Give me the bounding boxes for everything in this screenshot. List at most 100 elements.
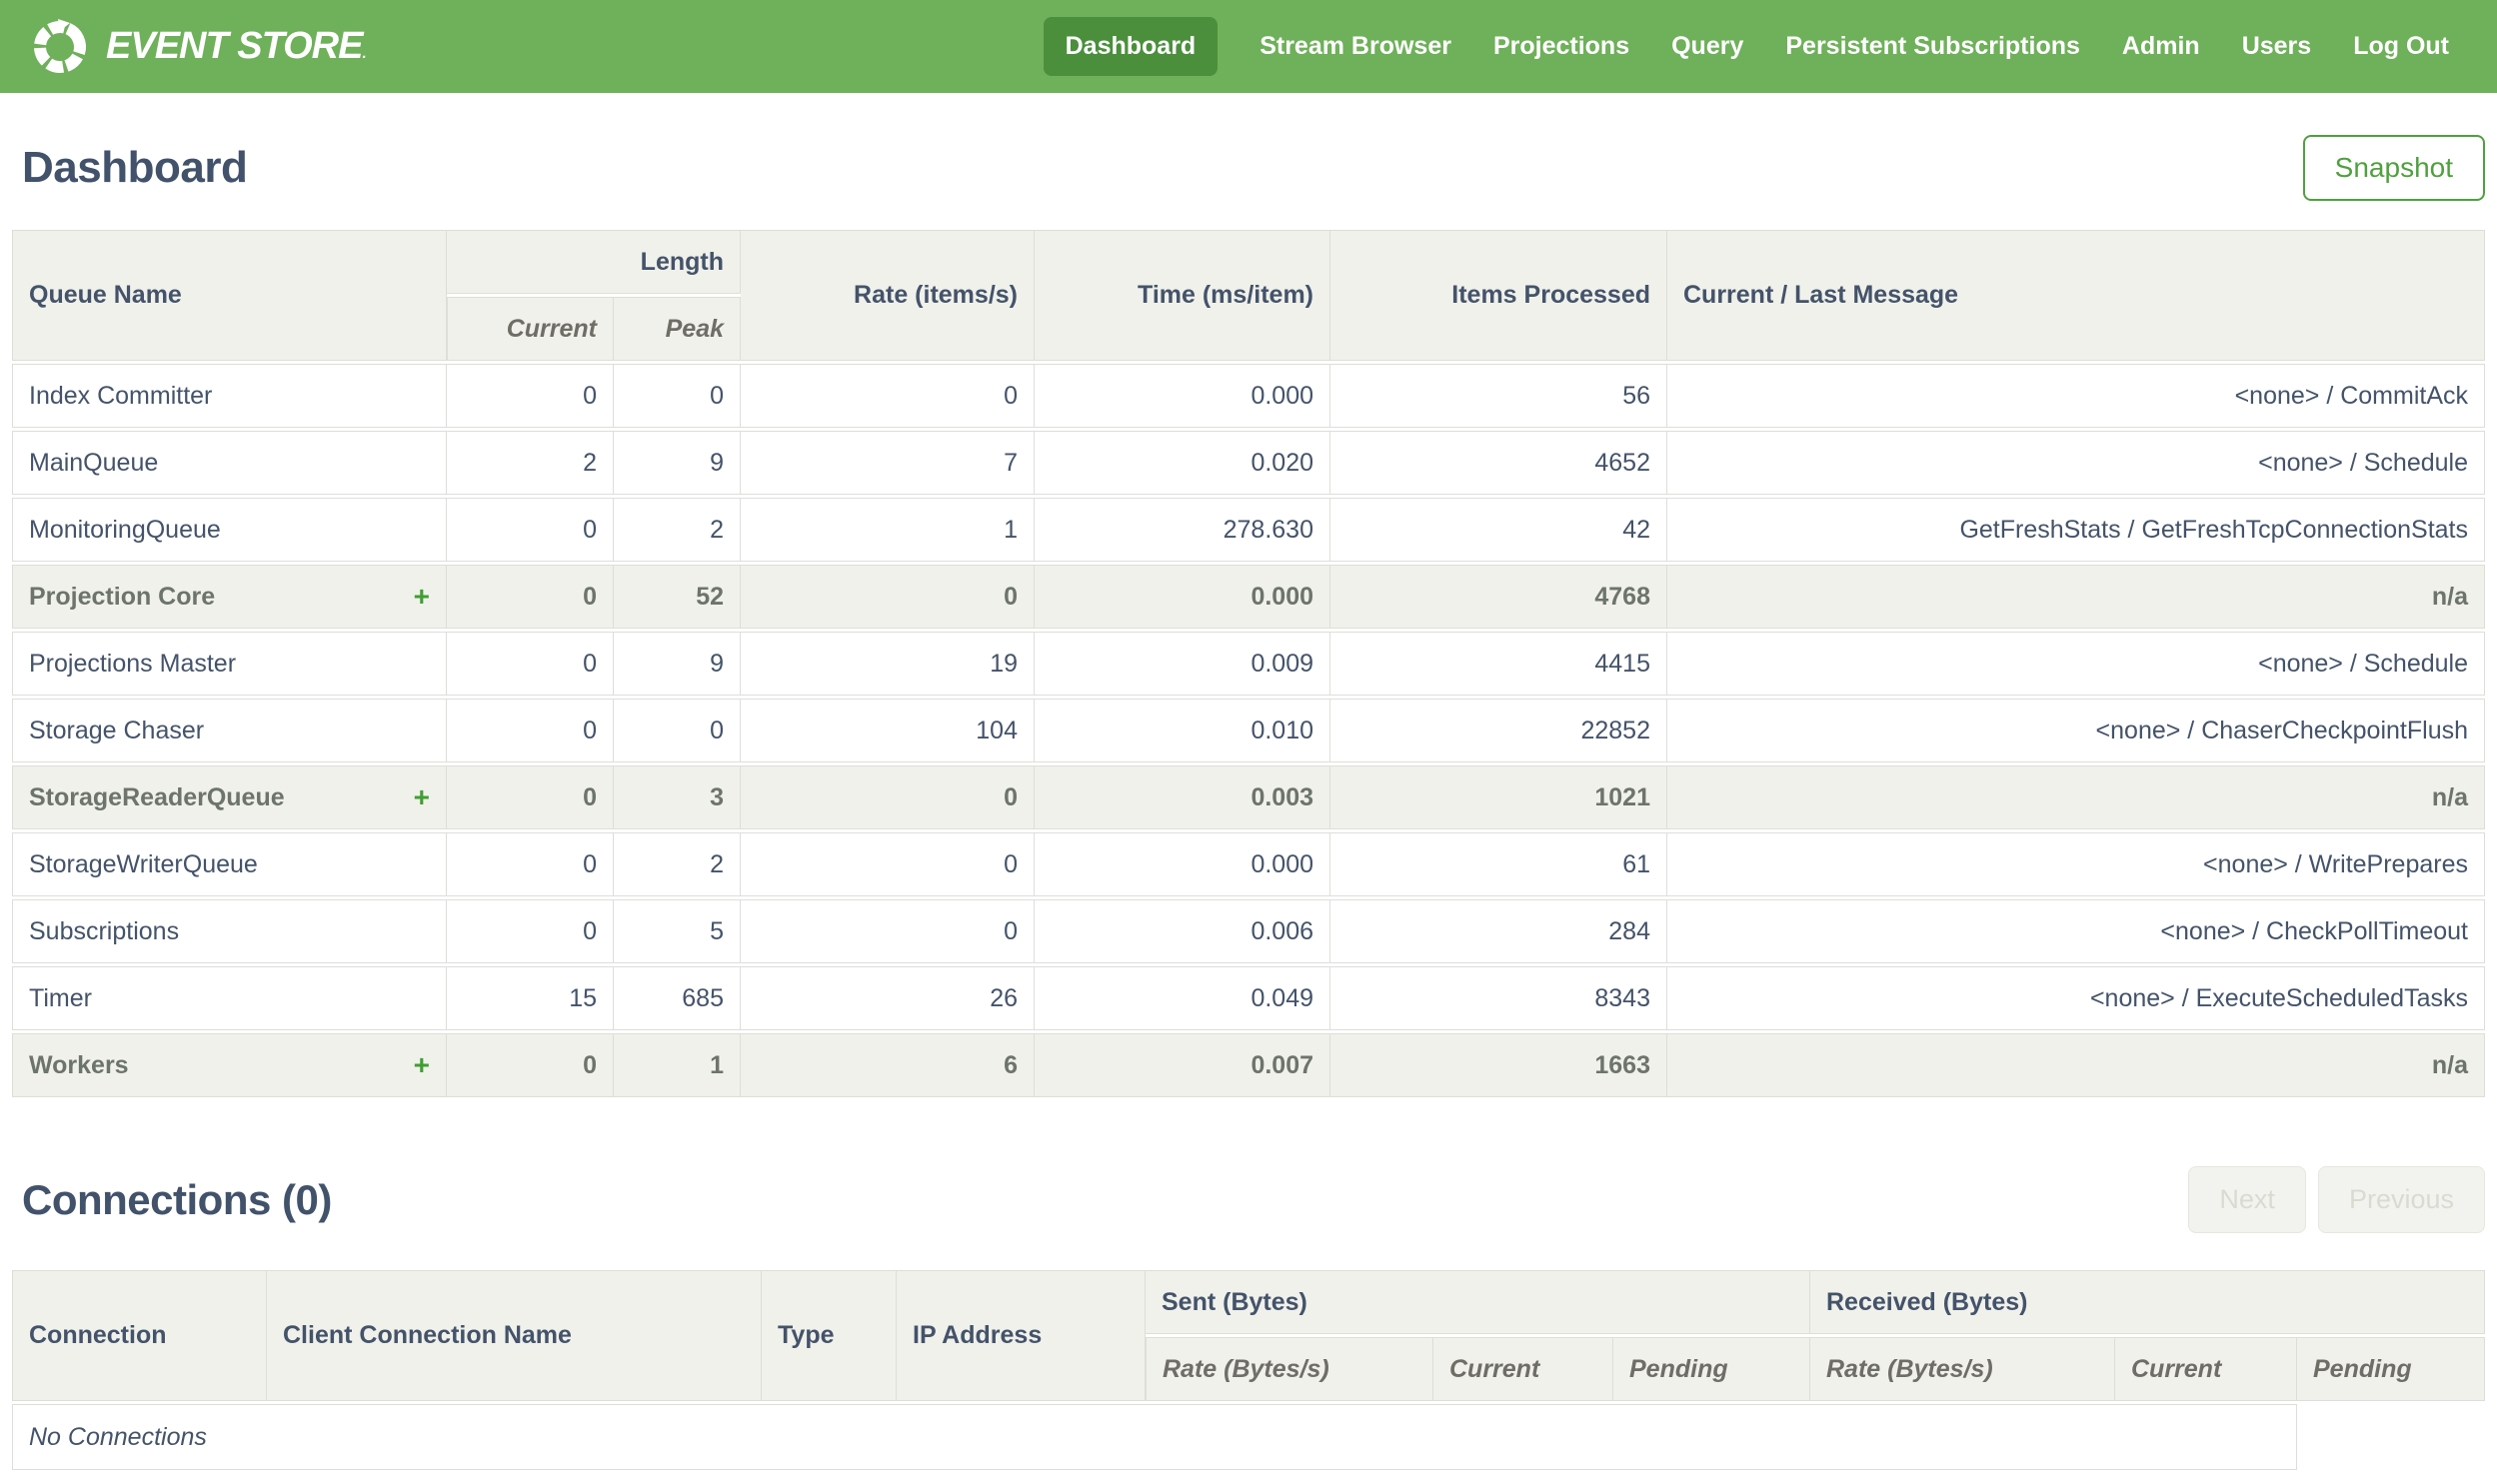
queue-name-cell: Projections Master <box>12 632 447 696</box>
queue-length-peak-cell: 52 <box>614 565 741 629</box>
queue-name: MonitoringQueue <box>29 515 221 544</box>
nav-item-projections[interactable]: Projections <box>1492 32 1630 60</box>
queue-message-cell: <none> / ChaserCheckpointFlush <box>1667 699 2485 762</box>
queue-table-row: StorageWriterQueue 0 2 0 0.000 61 <none>… <box>12 832 2485 896</box>
queue-time-cell: 0.020 <box>1035 431 1330 495</box>
queue-length-peak-cell: 1 <box>614 1033 741 1097</box>
col-header-sent-bytes: Sent (Bytes) <box>1146 1270 1810 1334</box>
top-navbar: EVENT STORE. Dashboard Stream Browser Proj… <box>0 0 2497 93</box>
col-header-message: Current / Last Message <box>1667 230 2485 361</box>
page-title: Dashboard <box>22 143 248 192</box>
queue-table-row: MainQueue 2 9 7 0.020 4652 <none> / Sche… <box>12 431 2485 495</box>
queue-time-cell: 278.630 <box>1035 498 1330 562</box>
brand[interactable]: EVENT STORE. <box>30 17 367 77</box>
queue-message-cell: <none> / CheckPollTimeout <box>1667 899 2485 963</box>
queue-table-row: Workers + 0 1 6 0.007 1663 n/a <box>12 1033 2485 1097</box>
col-header-client-connection-name: Client Connection Name <box>267 1270 762 1401</box>
queue-name: Workers <box>29 1050 129 1079</box>
queue-message-cell: <none> / Schedule <box>1667 632 2485 696</box>
queue-items-processed-cell: 22852 <box>1330 699 1667 762</box>
queue-length-current-cell: 0 <box>447 1033 614 1097</box>
queue-items-processed-cell: 61 <box>1330 832 1667 896</box>
queue-rate-cell: 0 <box>741 565 1035 629</box>
queue-name: Subscriptions <box>29 916 180 945</box>
col-header-sent-pending: Pending <box>1613 1337 1810 1401</box>
queue-name: StorageReaderQueue <box>29 782 285 811</box>
col-header-length-peak: Peak <box>614 297 741 361</box>
nav-item-log-out[interactable]: Log Out <box>2353 32 2449 60</box>
queue-table-row: Projections Master 0 9 19 0.009 4415 <no… <box>12 632 2485 696</box>
queue-message-cell: <none> / ExecuteScheduledTasks <box>1667 966 2485 1030</box>
queue-length-current-cell: 0 <box>447 498 614 562</box>
connections-header: Connections (0) Next Previous <box>12 1100 2485 1267</box>
queue-table-row: Timer 15 685 26 0.049 8343 <none> / Exec… <box>12 966 2485 1030</box>
col-header-time: Time (ms/item) <box>1035 230 1330 361</box>
brand-trademark: . <box>362 45 366 62</box>
page-header: Dashboard Snapshot <box>12 93 2485 227</box>
queue-items-processed-cell: 56 <box>1330 364 1667 428</box>
queue-name-cell: Timer <box>12 966 447 1030</box>
queue-name-cell: StorageReaderQueue + <box>12 765 447 829</box>
queue-items-processed-cell: 4652 <box>1330 431 1667 495</box>
col-header-received-current: Current <box>2115 1337 2297 1401</box>
queue-rate-cell: 19 <box>741 632 1035 696</box>
queue-length-peak-cell: 0 <box>614 699 741 762</box>
nav-item-persistent-subscriptions[interactable]: Persistent Subscriptions <box>1785 32 2080 60</box>
expand-plus-icon[interactable]: + <box>413 581 430 612</box>
col-header-queue-name: Queue Name <box>12 230 447 361</box>
queue-message-cell: GetFreshStats / GetFreshTcpConnectionSta… <box>1667 498 2485 562</box>
queue-rate-cell: 104 <box>741 699 1035 762</box>
nav-item-admin[interactable]: Admin <box>2121 32 2200 60</box>
expand-plus-icon[interactable]: + <box>413 1049 430 1080</box>
connections-title: Connections (0) <box>22 1175 332 1223</box>
queue-items-processed-cell: 1021 <box>1330 765 1667 829</box>
nav-item-query[interactable]: Query <box>1671 32 1744 60</box>
connections-pager: Next Previous <box>2188 1166 2485 1233</box>
col-header-connection: Connection <box>12 1270 267 1401</box>
queue-table-row: Index Committer 0 0 0 0.000 56 <none> / … <box>12 364 2485 428</box>
col-header-type: Type <box>762 1270 897 1401</box>
queue-name-cell: Storage Chaser <box>12 699 447 762</box>
queue-length-current-cell: 0 <box>447 632 614 696</box>
queue-items-processed-cell: 284 <box>1330 899 1667 963</box>
nav-item-stream-browser[interactable]: Stream Browser <box>1259 32 1451 60</box>
queue-name-cell: Workers + <box>12 1033 447 1097</box>
queue-length-peak-cell: 2 <box>614 498 741 562</box>
queue-length-current-cell: 15 <box>447 966 614 1030</box>
queue-time-cell: 0.000 <box>1035 364 1330 428</box>
main-content: Dashboard Snapshot Queue Name Length Rat… <box>0 93 2497 1473</box>
queue-message-cell: n/a <box>1667 765 2485 829</box>
snapshot-button[interactable]: Snapshot <box>2302 135 2485 201</box>
queue-length-peak-cell: 9 <box>614 632 741 696</box>
queue-length-peak-cell: 5 <box>614 899 741 963</box>
queue-message-cell: <none> / WritePrepares <box>1667 832 2485 896</box>
queue-length-peak-cell: 685 <box>614 966 741 1030</box>
queue-items-processed-cell: 4415 <box>1330 632 1667 696</box>
expand-plus-icon[interactable]: + <box>413 781 430 812</box>
nav-menu: Dashboard Stream Browser Projections Query P… <box>1043 17 2467 76</box>
col-header-rate: Rate (items/s) <box>741 230 1035 361</box>
col-header-received-pending: Pending <box>2297 1337 2485 1401</box>
queue-length-current-cell: 0 <box>447 364 614 428</box>
queue-items-processed-cell: 8343 <box>1330 966 1667 1030</box>
col-header-ip-address: IP Address <box>897 1270 1146 1401</box>
queue-length-current-cell: 0 <box>447 565 614 629</box>
queue-time-cell: 0.003 <box>1035 765 1330 829</box>
queue-name-cell: StorageWriterQueue <box>12 832 447 896</box>
nav-item-dashboard[interactable]: Dashboard <box>1043 17 1219 76</box>
queue-message-cell: <none> / CommitAck <box>1667 364 2485 428</box>
col-header-length: Length <box>447 230 741 294</box>
queue-name-cell: Projection Core + <box>12 565 447 629</box>
queue-time-cell: 0.010 <box>1035 699 1330 762</box>
queue-length-peak-cell: 2 <box>614 832 741 896</box>
previous-button[interactable]: Previous <box>2317 1166 2485 1233</box>
nav-item-users[interactable]: Users <box>2241 32 2312 60</box>
queue-name-cell: MainQueue <box>12 431 447 495</box>
next-button[interactable]: Next <box>2188 1166 2306 1233</box>
queue-rate-cell: 6 <box>741 1033 1035 1097</box>
queue-message-cell: n/a <box>1667 565 2485 629</box>
no-connections-cell: No Connections <box>12 1404 2297 1470</box>
queue-rate-cell: 7 <box>741 431 1035 495</box>
col-header-received-bytes: Received (Bytes) <box>1810 1270 2485 1334</box>
queue-length-current-cell: 2 <box>447 431 614 495</box>
